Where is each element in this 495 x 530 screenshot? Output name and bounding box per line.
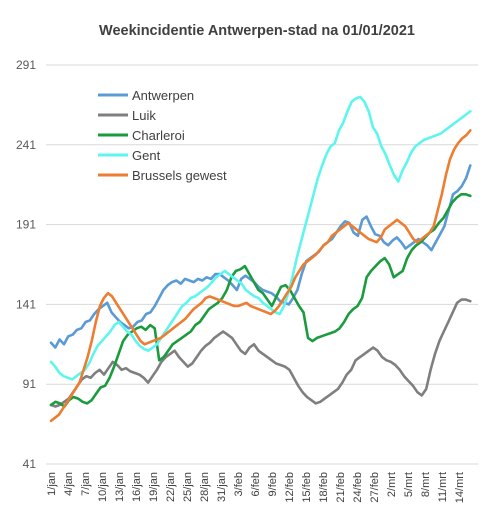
x-tick-label: 16/jan	[131, 472, 143, 502]
y-tick-label: 191	[16, 218, 36, 232]
x-tick-label: 15/feb	[301, 472, 313, 503]
x-tick-label: 1/jan	[46, 472, 58, 496]
x-tick-label: 11/mrt	[437, 472, 449, 502]
y-tick-label: 241	[16, 138, 36, 152]
chart-title: Weekincidentie Antwerpen-stad na 01/01/2…	[99, 23, 415, 39]
y-tick-label: 41	[23, 457, 37, 471]
x-tick-label: 31/jan	[216, 472, 228, 502]
x-tick-label: 9/feb	[267, 472, 279, 496]
y-tick-label: 141	[16, 297, 36, 311]
x-tick-label: 18/feb	[318, 472, 330, 503]
legend-label: Gent	[132, 148, 161, 163]
plot-area	[49, 95, 472, 423]
legend: Antwerpen Luik Charleroi Gent Brussels gewes…	[98, 88, 227, 183]
y-tick-label: 291	[16, 58, 36, 72]
x-tick-label: 12/feb	[284, 472, 296, 503]
series-line-gent	[49, 95, 472, 381]
x-tick-label: 7/jan	[80, 472, 92, 496]
x-tick-label: 24/feb	[352, 472, 364, 503]
x-tick-label: 22/jan	[165, 472, 177, 502]
x-tick-label: 13/jan	[114, 472, 126, 502]
legend-label: Charleroi	[132, 128, 185, 143]
series-line-charleroi	[49, 193, 472, 408]
x-tick-label: 25/jan	[182, 472, 194, 502]
x-tick-label: 21/feb	[335, 472, 347, 503]
legend-label: Brussels gewest	[132, 168, 227, 183]
x-tick-label: 19/jan	[148, 472, 160, 502]
x-tick-label: 8/mrt	[420, 472, 432, 497]
legend-label: Luik	[132, 108, 156, 123]
x-tick-label: 2/mrt	[386, 472, 398, 497]
x-tick-label: 10/jan	[97, 472, 109, 502]
x-tick-label: 28/jan	[199, 472, 211, 502]
y-tick-label: 91	[23, 377, 37, 391]
x-tick-label: 14/mrt	[454, 472, 466, 503]
series-line-brussels-gewest	[49, 129, 472, 423]
x-axis-tick-labels: 1/jan 4/jan 7/jan 10/jan 13/jan 16/jan 19/jan 2…	[46, 472, 466, 503]
legend-label: Antwerpen	[132, 88, 194, 103]
series-line-luik	[49, 298, 472, 408]
x-tick-label: 6/feb	[250, 472, 262, 496]
x-tick-label: 27/feb	[369, 472, 381, 503]
x-tick-label: 4/jan	[63, 472, 75, 496]
y-axis-tick-labels: 41 91 141 191 241 291	[16, 58, 36, 471]
x-tick-label: 5/mrt	[403, 472, 415, 497]
x-tick-label: 3/feb	[233, 472, 245, 496]
